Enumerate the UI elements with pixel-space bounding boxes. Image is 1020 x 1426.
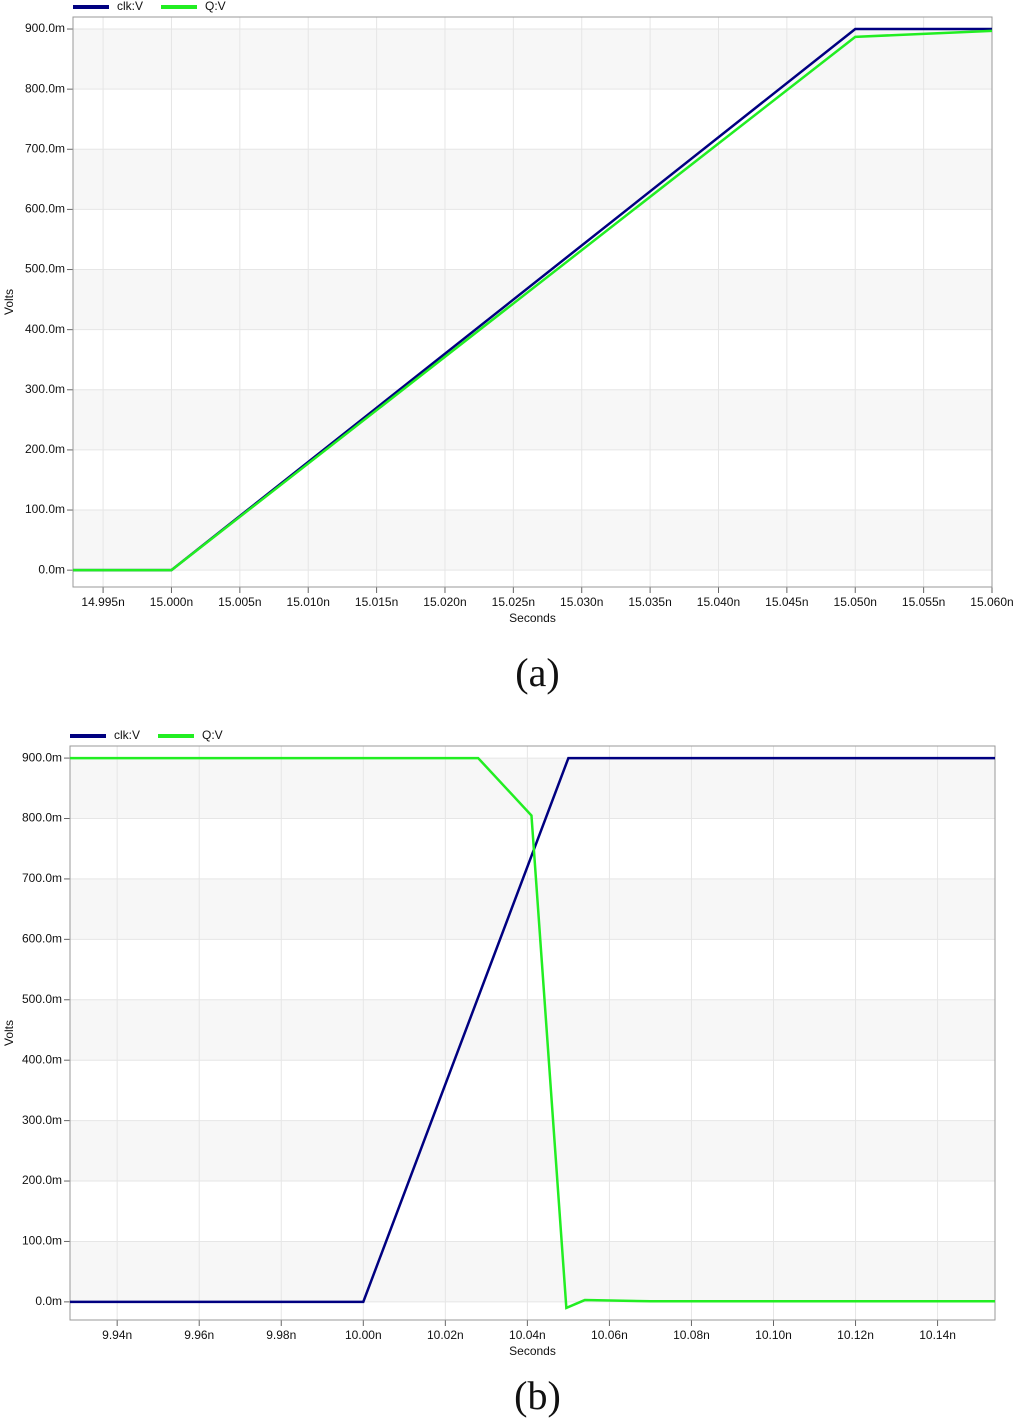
y-tick-label: 500.0m: [22, 992, 62, 1006]
band: [73, 389, 992, 450]
x-tick-label: 10.12n: [837, 1328, 874, 1342]
y-tick-label: 300.0m: [25, 382, 65, 396]
x-tick-label: 15.040n: [697, 595, 740, 609]
y-tick-label: 200.0m: [25, 442, 65, 456]
y-tick-label: 800.0m: [25, 81, 65, 95]
y-tick-label: 100.0m: [22, 1234, 62, 1248]
y-tick-label: 400.0m: [22, 1052, 62, 1066]
y-tick-label: 600.0m: [22, 932, 62, 946]
x-tick-label: 9.94n: [102, 1328, 132, 1342]
x-tick-label: 15.025n: [492, 595, 535, 609]
series-line: [70, 756, 995, 1304]
x-tick-label: 15.045n: [765, 595, 808, 609]
y-tick-label: 900.0m: [22, 750, 62, 764]
x-tick-label: 15.060n: [970, 595, 1013, 609]
band: [70, 878, 995, 940]
x-tick-label: 9.96n: [184, 1328, 214, 1342]
band: [73, 29, 992, 90]
band: [70, 1120, 995, 1182]
x-tick-label: 15.005n: [218, 595, 261, 609]
x-tick-label: 10.06n: [591, 1328, 628, 1342]
series-line: [70, 756, 995, 1310]
x-axis-label: Seconds: [509, 1344, 556, 1358]
x-tick-label: 10.08n: [673, 1328, 710, 1342]
y-tick-label: 400.0m: [25, 322, 65, 336]
y-tick-label: 0.0m: [38, 562, 65, 576]
x-tick-label: 10.00n: [345, 1328, 382, 1342]
x-tick-label: 15.050n: [834, 595, 877, 609]
band: [73, 269, 992, 330]
y-axis-label: Volts: [2, 289, 16, 315]
x-tick-label: 15.010n: [287, 595, 330, 609]
legend-label: clk:V: [114, 728, 140, 742]
y-tick-label: 100.0m: [25, 502, 65, 516]
series-line: [73, 29, 993, 572]
y-tick-label: 600.0m: [25, 202, 65, 216]
caption: (a): [515, 650, 559, 695]
legend-label: clk:V: [117, 0, 143, 13]
x-tick-label: 15.055n: [902, 595, 945, 609]
legend-label: Q:V: [205, 0, 226, 13]
x-tick-label: 14.995n: [81, 595, 124, 609]
x-tick-label: 15.030n: [560, 595, 603, 609]
x-tick-label: 10.02n: [427, 1328, 464, 1342]
y-tick-label: 700.0m: [25, 141, 65, 155]
band: [73, 510, 992, 571]
x-tick-label: 10.10n: [755, 1328, 792, 1342]
band: [70, 758, 995, 819]
y-tick-label: 500.0m: [25, 262, 65, 276]
x-tick-label: 15.020n: [423, 595, 466, 609]
x-tick-label: 9.98n: [266, 1328, 296, 1342]
band: [70, 999, 995, 1061]
y-tick-label: 300.0m: [22, 1113, 62, 1127]
y-tick-label: 0.0m: [35, 1294, 62, 1308]
band: [73, 149, 992, 210]
x-tick-label: 10.14n: [919, 1328, 956, 1342]
y-tick-label: 200.0m: [22, 1173, 62, 1187]
x-tick-label: 10.04n: [509, 1328, 546, 1342]
band: [70, 1241, 995, 1302]
x-axis-label: Seconds: [509, 611, 556, 625]
x-tick-label: 15.000n: [150, 595, 193, 609]
y-axis-label: Volts: [2, 1020, 16, 1046]
plot-frame: [69, 745, 996, 1321]
caption: (b): [514, 1373, 561, 1418]
y-tick-label: 900.0m: [25, 21, 65, 35]
legend-label: Q:V: [202, 728, 223, 742]
y-tick-label: 700.0m: [22, 871, 62, 885]
x-tick-label: 15.015n: [355, 595, 398, 609]
plot-frame: [72, 16, 993, 588]
y-tick-label: 800.0m: [22, 811, 62, 825]
x-tick-label: 15.035n: [628, 595, 671, 609]
